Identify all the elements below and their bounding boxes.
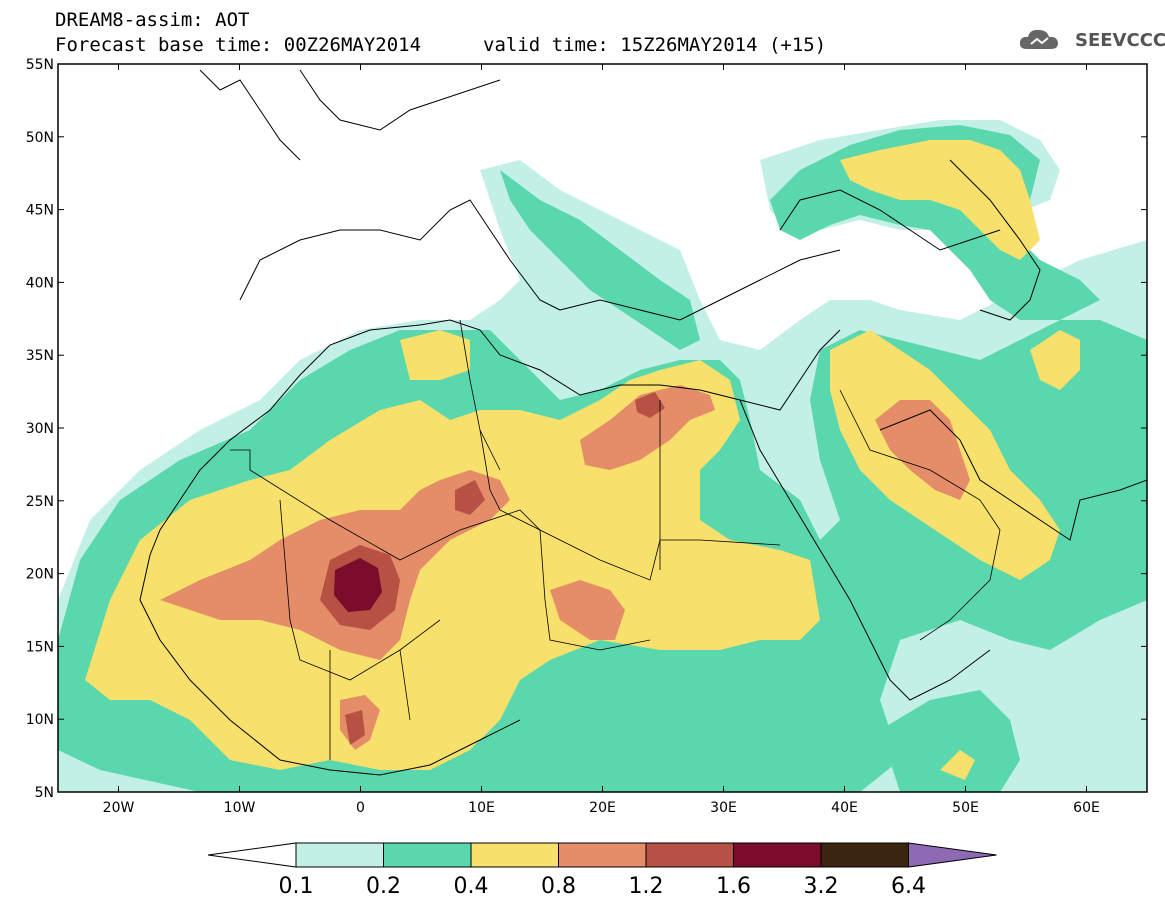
lat-tick-label: 30N bbox=[26, 421, 54, 437]
colorbar-tick-label: 3.2 bbox=[804, 874, 839, 899]
lon-tick-label: 60E bbox=[1073, 800, 1100, 816]
base-time-label: Forecast base time: 00Z26MAY2014 bbox=[55, 34, 422, 56]
lon-tick-label: 10W bbox=[224, 800, 256, 816]
colorbar-box bbox=[820, 842, 909, 868]
lat-tick-label: 35N bbox=[26, 348, 54, 364]
colorbar-tick-label: 6.4 bbox=[891, 874, 926, 899]
colorbar-tick-label: 0.2 bbox=[366, 874, 401, 899]
colorbar-box bbox=[645, 842, 734, 868]
model-title: DREAM8-assim: AOT bbox=[55, 9, 250, 31]
lat-tick-label: 10N bbox=[26, 712, 54, 728]
lat-axis: 55N 50N 45N 40N 35N 30N 25N 20N 15N 10N 5N bbox=[26, 57, 1147, 801]
lon-tick-label: 20W bbox=[103, 800, 135, 816]
lon-tick-label: 0 bbox=[356, 800, 365, 816]
colorbar-box bbox=[295, 842, 384, 868]
colorbar-under-triangle bbox=[207, 842, 297, 868]
lat-tick-label: 25N bbox=[26, 494, 54, 510]
colorbar-over-triangle bbox=[908, 842, 997, 868]
lon-axis: 20W 10W 0 10E 20E 30E 40E 50E 60E bbox=[103, 64, 1100, 816]
lon-tick-label: 30E bbox=[710, 800, 737, 816]
lon-tick-label: 40E bbox=[831, 800, 858, 816]
colorbar-tick-label: 0.8 bbox=[541, 874, 576, 899]
cloud-logo-icon bbox=[1019, 29, 1058, 49]
aot-field bbox=[58, 64, 1147, 792]
lat-tick-label: 20N bbox=[26, 567, 54, 583]
lat-tick-label: 15N bbox=[26, 639, 54, 655]
lon-tick-label: 20E bbox=[589, 800, 616, 816]
lon-tick-label: 10E bbox=[468, 800, 495, 816]
colorbar-tick-label: 0.4 bbox=[454, 874, 489, 899]
logo-text: SEEVCCC bbox=[1075, 30, 1165, 51]
colorbar-box bbox=[383, 842, 472, 868]
lat-tick-label: 55N bbox=[26, 57, 54, 73]
colorbar-box bbox=[470, 842, 559, 868]
country-borders bbox=[230, 319, 1001, 760]
colorbar-tick-label: 1.6 bbox=[716, 874, 751, 899]
colorbar-box bbox=[733, 842, 822, 868]
coastlines bbox=[139, 69, 1147, 776]
lat-tick-label: 5N bbox=[35, 785, 54, 801]
lat-tick-label: 40N bbox=[26, 275, 54, 291]
colorbar-tick-label: 1.2 bbox=[629, 874, 664, 899]
lat-tick-label: 50N bbox=[26, 130, 54, 146]
lon-tick-label: 50E bbox=[952, 800, 979, 816]
valid-time-label: valid time: 15Z26MAY2014 (+15) bbox=[483, 34, 827, 56]
lat-tick-label: 45N bbox=[26, 203, 54, 219]
colorbar: 0.1 0.2 0.4 0.8 1.2 1.6 3.2 6.4 bbox=[207, 842, 997, 899]
colorbar-tick-label: 0.1 bbox=[279, 874, 314, 899]
colorbar-box bbox=[558, 842, 647, 868]
